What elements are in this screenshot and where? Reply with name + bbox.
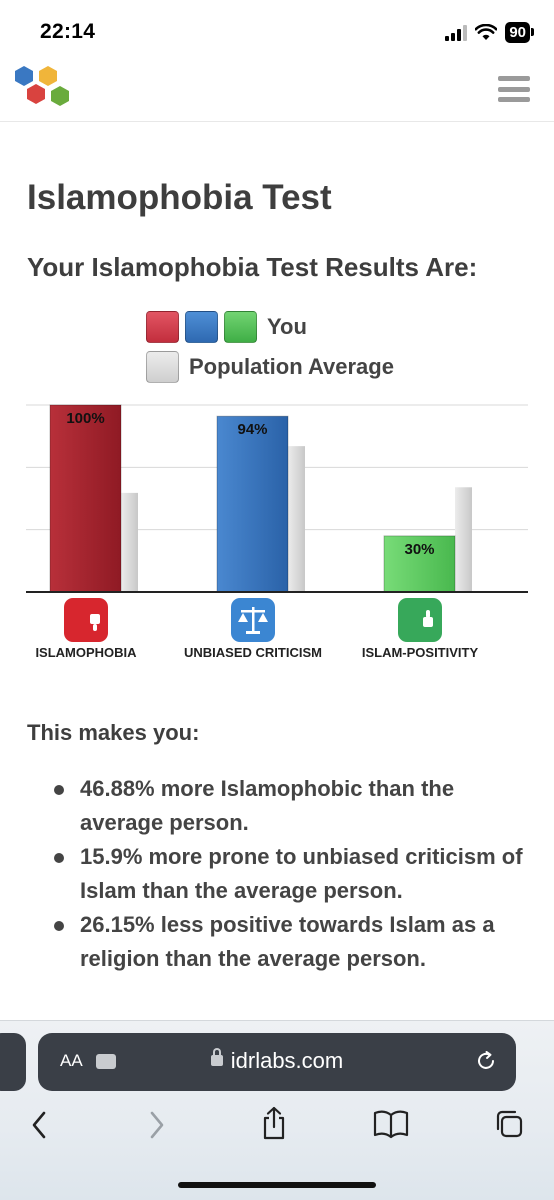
back-icon[interactable] xyxy=(28,1109,50,1141)
population-bar-0 xyxy=(121,492,138,592)
category-label-unbiased-criticism: UNBIASED CRITICISM xyxy=(184,645,322,660)
you-bar-1 xyxy=(216,415,289,593)
results-bar-chart: 100% 94% 30% xyxy=(26,404,528,593)
positivity-thumbs-up-icon xyxy=(398,598,442,642)
value-label-1: 94% xyxy=(237,421,267,438)
url-text: idrlabs.com xyxy=(230,1048,344,1073)
summary-heading: This makes you: xyxy=(27,720,200,745)
legend-swatch-blue xyxy=(185,311,218,343)
previous-tab-preview[interactable] xyxy=(0,1033,26,1091)
summary-item: 26.15% less positive towards Islam as a … xyxy=(54,908,530,975)
results-heading: Your Islamophobia Test Results Are: xyxy=(27,252,478,282)
menu-bar xyxy=(498,86,530,92)
address-bar[interactable]: AA idrlabs.com xyxy=(38,1033,516,1091)
legend-label-you: You xyxy=(267,314,307,339)
status-bar: 22:14 90 xyxy=(0,0,554,64)
summary-item: 15.9% more prone to unbiased criticism o… xyxy=(54,840,530,907)
results-chart: 100% 94% 30% ISLAMOPHOBIA UNBIASED CRITICI… xyxy=(0,395,554,675)
menu-bar xyxy=(498,97,530,102)
category-label-islamophobia: ISLAMOPHOBIA xyxy=(35,645,137,660)
status-time: 22:14 xyxy=(40,20,96,43)
legend-label-population: Population Average xyxy=(189,354,394,379)
bookmarks-icon[interactable] xyxy=(373,1109,409,1139)
signal-icon xyxy=(445,24,468,41)
legend-row-you: You xyxy=(146,310,394,344)
menu-button[interactable] xyxy=(498,76,530,102)
reload-icon[interactable] xyxy=(474,1049,498,1073)
you-bar-0 xyxy=(49,404,122,593)
category-label-islam-positivity: ISLAM-POSITIVITY xyxy=(361,645,479,660)
you-bar-2 xyxy=(383,535,456,593)
value-label-0: 100% xyxy=(66,410,104,427)
home-indicator xyxy=(178,1182,376,1188)
criticism-scales-icon xyxy=(231,598,275,642)
extension-icon[interactable] xyxy=(96,1054,116,1069)
summary-item: 46.88% more Islamophobic than the averag… xyxy=(54,772,530,839)
battery-icon: 90 xyxy=(505,22,534,43)
status-icons: 90 xyxy=(445,22,534,43)
summary-list: 46.88% more Islamophobic than the averag… xyxy=(54,772,530,976)
forward-icon[interactable] xyxy=(146,1109,168,1141)
chart-legend: You Population Average xyxy=(146,310,394,390)
population-bar-2 xyxy=(455,487,472,592)
islamophobia-thumbs-down-icon xyxy=(64,598,108,642)
value-label-2: 30% xyxy=(404,541,434,558)
legend-swatch-green xyxy=(224,311,257,343)
legend-swatch-red xyxy=(146,311,179,343)
wifi-icon xyxy=(475,24,498,40)
menu-bar xyxy=(498,76,530,81)
population-bar-1 xyxy=(288,446,305,592)
idrlabs-logo-icon[interactable] xyxy=(12,64,76,118)
legend-swatch-gray xyxy=(146,351,179,383)
browser-chrome: AA idrlabs.com xyxy=(0,1020,554,1200)
lock-icon xyxy=(210,1047,223,1066)
site-header xyxy=(0,60,554,122)
text-size-button[interactable]: AA xyxy=(60,1051,83,1070)
url-field[interactable]: idrlabs.com xyxy=(38,1047,516,1074)
browser-toolbar xyxy=(0,1106,554,1159)
share-icon[interactable] xyxy=(260,1105,288,1141)
legend-row-population: Population Average xyxy=(146,350,394,384)
page-title: Islamophobia Test xyxy=(27,178,332,217)
tabs-icon[interactable] xyxy=(494,1109,524,1139)
